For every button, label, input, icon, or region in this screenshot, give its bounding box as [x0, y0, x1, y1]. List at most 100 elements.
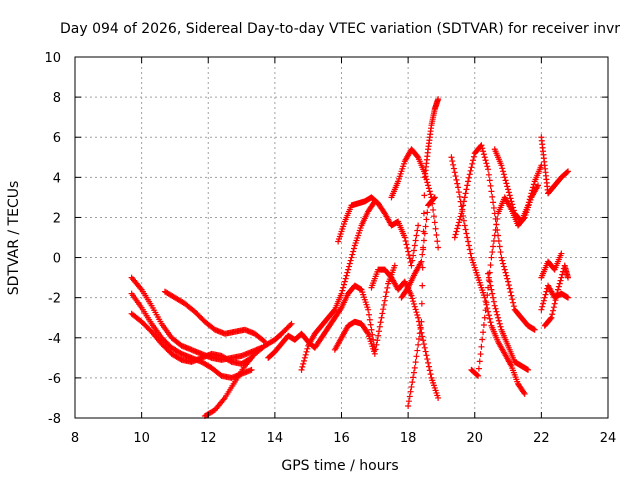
data-point: [494, 311, 501, 318]
data-point: [350, 248, 357, 255]
data-point: [448, 154, 455, 161]
series-track-d: [161, 288, 268, 345]
data-point: [372, 346, 379, 353]
data-point: [425, 185, 432, 192]
data-point: [550, 307, 557, 314]
data-marks: [128, 96, 572, 419]
data-point: [555, 286, 562, 293]
data-point: [480, 329, 487, 336]
data-point: [416, 330, 423, 337]
data-point: [453, 176, 460, 183]
data-point: [498, 254, 505, 261]
data-point: [418, 300, 425, 307]
data-point: [556, 280, 563, 287]
data-point: [459, 206, 466, 213]
data-point: [503, 180, 510, 187]
y-tick-label: -8: [48, 412, 61, 427]
data-point: [501, 266, 508, 273]
data-point: [405, 398, 412, 405]
data-point: [538, 306, 545, 313]
data-point: [509, 296, 516, 303]
data-point: [558, 274, 565, 281]
data-point: [411, 364, 418, 371]
data-point: [549, 311, 556, 318]
data-point: [487, 262, 494, 269]
data-point: [375, 332, 382, 339]
series-track-t: [538, 282, 572, 313]
data-point: [367, 321, 374, 328]
data-point: [500, 263, 507, 270]
data-point: [476, 358, 483, 365]
data-point: [490, 298, 497, 305]
data-point: [479, 145, 486, 152]
data-point: [409, 379, 416, 386]
data-point: [493, 221, 500, 228]
data-point: [505, 186, 512, 193]
x-tick-label: 14: [267, 431, 284, 446]
series-track-h: [331, 262, 398, 357]
x-tick-label: 18: [400, 431, 417, 446]
data-point: [401, 234, 408, 241]
data-point: [345, 263, 352, 270]
data-point: [383, 289, 390, 296]
data-point: [496, 243, 503, 250]
data-point: [480, 321, 487, 328]
data-point: [340, 281, 347, 288]
data-point: [408, 292, 415, 299]
data-point: [540, 297, 547, 304]
data-point: [427, 191, 434, 198]
data-point: [414, 227, 421, 234]
data-point: [420, 337, 427, 344]
data-point: [424, 209, 431, 216]
data-point: [404, 285, 411, 292]
series-track-v: [538, 250, 565, 281]
data-point: [373, 341, 380, 348]
series-track-r: [485, 270, 532, 373]
series-track-f: [265, 282, 378, 361]
data-point: [565, 294, 572, 301]
data-point: [375, 328, 382, 335]
data-point: [506, 192, 513, 199]
data-point: [304, 345, 311, 352]
data-point: [348, 254, 355, 261]
data-point: [420, 210, 427, 217]
data-point: [488, 254, 495, 261]
data-point: [450, 165, 457, 172]
data-point: [508, 198, 515, 205]
data-point: [541, 294, 548, 301]
data-point: [382, 293, 389, 300]
y-tick-label: -4: [48, 332, 61, 347]
data-point: [557, 277, 564, 284]
data-point: [409, 257, 416, 264]
x-tick-label: 20: [466, 431, 483, 446]
data-point: [423, 352, 430, 359]
data-point: [468, 164, 475, 171]
series-track-c: [128, 310, 255, 367]
data-point: [412, 306, 419, 313]
data-point: [499, 257, 506, 264]
data-point: [421, 192, 428, 199]
data-point: [525, 202, 532, 209]
data-point: [464, 234, 471, 241]
data-point: [364, 329, 371, 336]
data-point: [488, 188, 495, 195]
data-point: [414, 311, 421, 318]
data-point: [500, 260, 507, 267]
y-tick-label: -2: [48, 292, 61, 307]
data-point: [490, 238, 497, 245]
data-point: [419, 333, 426, 340]
data-point: [553, 293, 560, 300]
series-track-m: [405, 96, 442, 409]
data-point: [345, 266, 352, 273]
data-point: [407, 388, 414, 395]
data-point: [403, 241, 410, 248]
data-point: [500, 171, 507, 178]
data-point: [489, 290, 496, 297]
data-point: [432, 225, 439, 232]
series-track-e: [201, 320, 295, 419]
data-point: [430, 195, 437, 202]
data-point: [470, 157, 477, 164]
data-point: [501, 174, 508, 181]
data-point: [465, 238, 472, 245]
data-point: [477, 351, 484, 358]
